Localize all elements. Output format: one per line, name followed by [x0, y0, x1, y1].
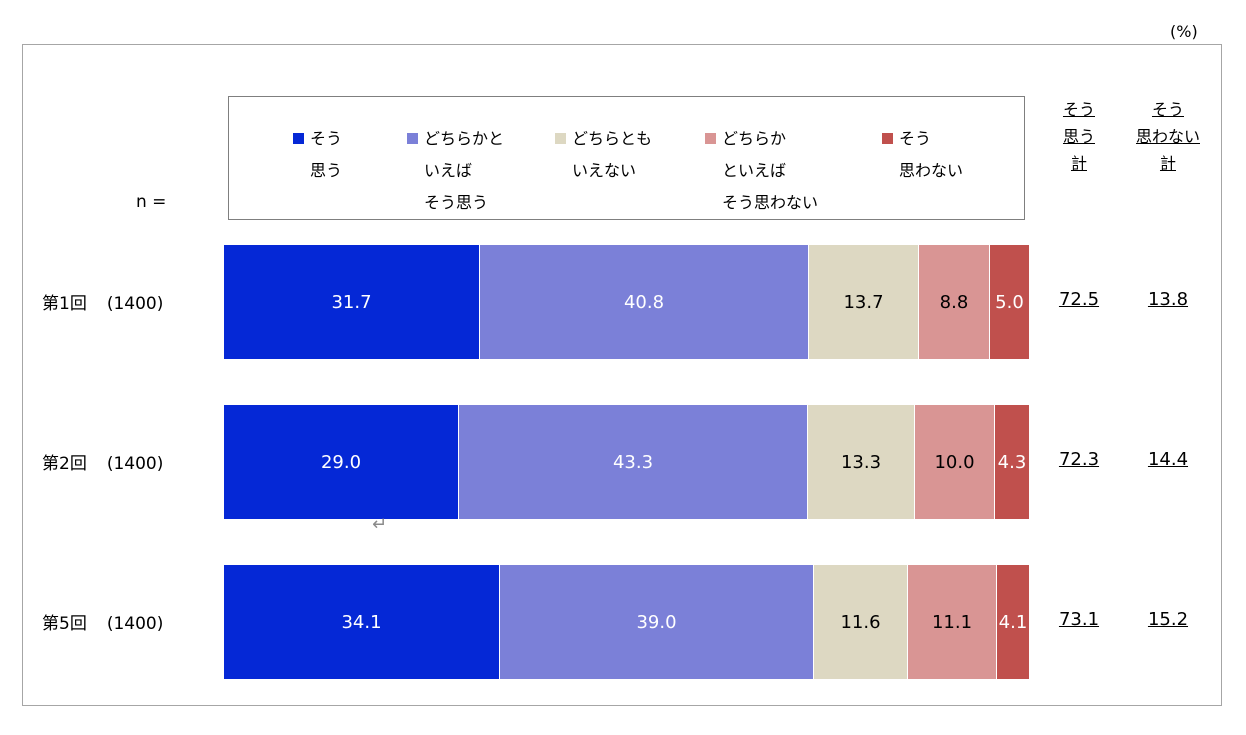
legend-label: どちらとも いえない — [572, 123, 652, 187]
data-label: 4.1 — [998, 611, 1028, 633]
summary-header: そう 思う計 — [1029, 96, 1129, 177]
bar-segment: 11.6 — [813, 565, 907, 679]
data-label: 34.1 — [341, 611, 382, 633]
data-label: 13.3 — [840, 451, 882, 473]
legend-label-line: どちらかと — [424, 129, 505, 148]
data-label: 43.3 — [612, 451, 654, 473]
bar-segment: 34.1 — [224, 565, 499, 679]
legend: そう 思う どちらかと いえば そう思う どちらとも いえない どちらか といえば そう思わないそ… — [228, 96, 1025, 220]
return-arrow-icon: ↵ — [372, 514, 388, 535]
legend-label-line: いえない — [572, 161, 637, 180]
data-label: 11.6 — [840, 611, 881, 633]
summary-header-line: そう — [1151, 100, 1184, 119]
legend-label-line: そう — [310, 129, 343, 148]
data-label: 8.8 — [939, 291, 969, 313]
legend-label-line: 思わない — [899, 161, 964, 180]
bar-segment: 40.8 — [479, 245, 808, 359]
summary-value: 72.5 — [1058, 289, 1100, 310]
summary-value: 72.3 — [1058, 449, 1100, 470]
summary-header-line: 思わない — [1135, 127, 1200, 146]
bar-segment: 13.7 — [808, 245, 918, 359]
summary-header-line: 計 — [1159, 154, 1176, 173]
bar-segment: 11.1 — [907, 565, 996, 679]
chart-frame — [22, 44, 1222, 706]
n-label: n = — [136, 192, 167, 212]
bar-segment: 13.3 — [807, 405, 914, 519]
bar-segment: 4.1 — [996, 565, 1029, 679]
data-label: 5.0 — [995, 291, 1024, 313]
row-sample-size: (1400) — [106, 454, 164, 474]
unit-label: (%) — [1170, 22, 1198, 41]
summary-header-line: 計 — [1070, 154, 1087, 173]
legend-swatch — [407, 133, 418, 144]
data-label: 13.7 — [843, 291, 884, 313]
data-label: 40.8 — [623, 291, 665, 313]
legend-label-line: そう思う — [424, 193, 489, 212]
bar-segment: 31.7 — [224, 245, 479, 359]
stacked-bar: 29.0 43.3 13.3 10.0 4.3 — [224, 405, 1029, 519]
data-label: 29.0 — [320, 451, 362, 473]
legend-label: どちらかといえばそう思わない — [722, 123, 818, 219]
bar-segment: 39.0 — [499, 565, 813, 679]
row-sample-size: (1400) — [106, 294, 164, 314]
legend-label-line: どちらか — [722, 129, 787, 148]
summary-value: 73.1 — [1058, 609, 1100, 630]
legend-label: そう 思わない — [899, 123, 963, 187]
row-label: 第2回 (1400) — [42, 449, 163, 474]
bar-segment: 5.0 — [989, 245, 1029, 359]
data-label: 4.3 — [997, 451, 1027, 473]
summary-header-line: 思う — [1062, 127, 1095, 146]
summary-header: そう 思わない計 — [1118, 96, 1218, 177]
bar-segment: 10.0 — [914, 405, 994, 519]
data-label: 39.0 — [636, 611, 677, 633]
legend-label-line: いえば — [424, 161, 473, 180]
summary-header-line: そう — [1062, 100, 1095, 119]
row-sample-size: (1400) — [106, 614, 164, 634]
data-label: 31.7 — [331, 291, 372, 313]
bar-segment: 4.3 — [994, 405, 1029, 519]
stacked-bar: 34.1 39.0 11.6 11.1 4.1 — [224, 565, 1029, 679]
legend-label-line: 思う — [310, 161, 343, 180]
data-label: 10.0 — [934, 451, 975, 473]
row-category: 第2回 — [42, 454, 87, 474]
summary-value: 14.4 — [1147, 449, 1189, 470]
legend-swatch — [705, 133, 716, 144]
bar-segment: 8.8 — [918, 245, 989, 359]
legend-label-line: どちらとも — [572, 129, 653, 148]
bar-segment: 29.0 — [224, 405, 458, 519]
summary-value: 15.2 — [1147, 609, 1189, 630]
legend-swatch — [555, 133, 566, 144]
row-category: 第1回 — [42, 294, 87, 314]
row-label: 第5回 (1400) — [42, 609, 163, 634]
legend-label-line: そう — [899, 129, 932, 148]
legend-swatch — [882, 133, 893, 144]
legend-label-line: そう思わない — [722, 193, 819, 212]
row-label: 第1回 (1400) — [42, 289, 163, 314]
legend-label: そう 思う — [310, 123, 342, 187]
summary-value: 13.8 — [1147, 289, 1189, 310]
legend-swatch — [293, 133, 304, 144]
stacked-bar: 31.7 40.8 13.7 8.8 5.0 — [224, 245, 1029, 359]
legend-label: どちらかといえばそう思う — [424, 123, 504, 219]
row-category: 第5回 — [42, 614, 87, 634]
legend-label-line: といえば — [722, 161, 787, 180]
data-label: 11.1 — [931, 611, 973, 633]
bar-segment: 43.3 — [458, 405, 807, 519]
